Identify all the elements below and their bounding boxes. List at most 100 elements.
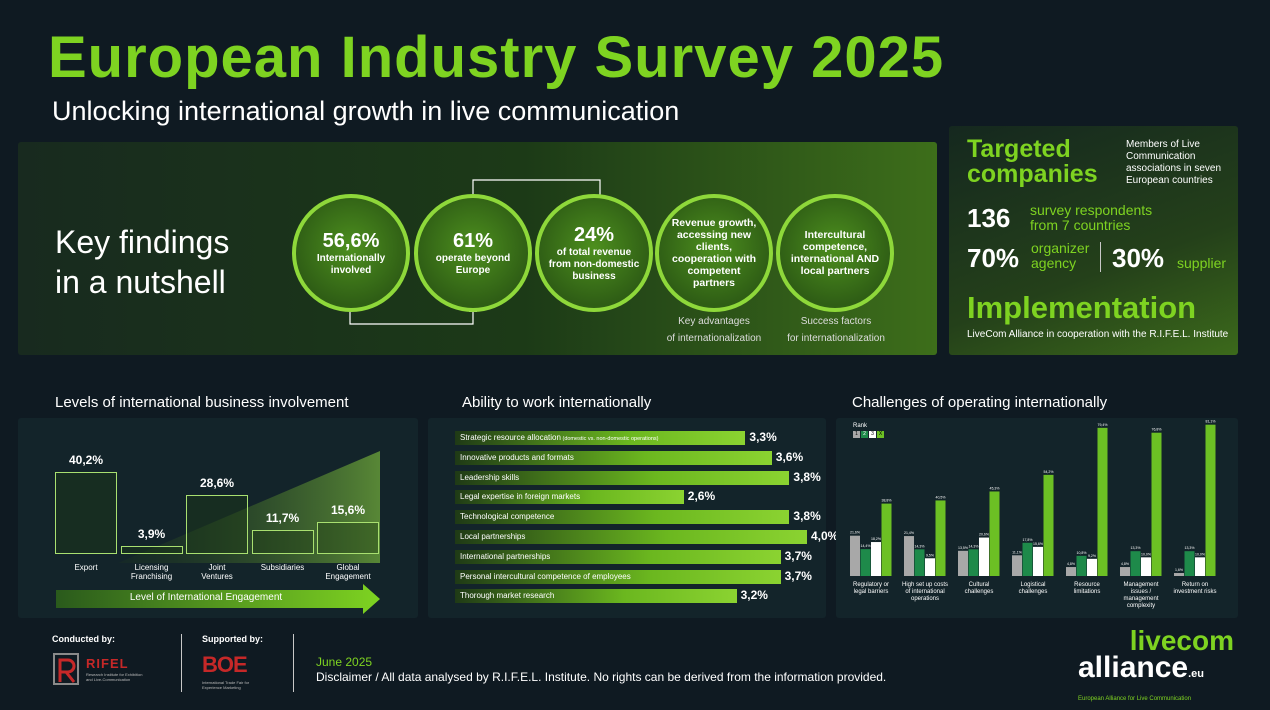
- challenge-category-label: limitations: [1074, 589, 1101, 595]
- challenge-category-label: of international: [905, 589, 944, 595]
- livecom-logo: livecom alliance.eu European Alliance fo…: [1078, 625, 1238, 703]
- finding-text: Revenue growth, accessing new clients, c…: [671, 217, 757, 289]
- logo-tld: .eu: [1188, 668, 1204, 680]
- challenge-value-label: 45,3%: [990, 486, 1000, 490]
- levels-value-label: 3,9%: [137, 527, 166, 541]
- challenge-bar: [914, 549, 925, 576]
- finding-text: Intercultural competence, international …: [790, 229, 880, 277]
- rank-legend: 1 2 3 X: [853, 431, 884, 438]
- finding-circle-beyond-europe: 61% operate beyond Europe: [414, 194, 532, 312]
- logo-livecom: livecom: [1129, 625, 1234, 656]
- finding-text: operate beyond Europe: [435, 252, 511, 276]
- organizer-line1: organizer: [1031, 240, 1090, 256]
- challenge-value-label: 21,4%: [904, 531, 914, 535]
- rank-key-1: 1: [853, 431, 860, 438]
- levels-category-label: Global Engagement: [325, 563, 371, 581]
- challenge-category-label: Regulatory or: [853, 582, 889, 588]
- challenge-value-label: 14,3%: [969, 544, 979, 548]
- rank-key-2: 2: [861, 431, 868, 438]
- challenge-value-label: 38,8%: [882, 499, 892, 503]
- challenge-value-label: 9,2%: [1088, 554, 1096, 558]
- levels-bar: [55, 471, 117, 554]
- challenge-bar: [935, 500, 946, 576]
- challenge-value-label: 20,6%: [979, 533, 989, 537]
- page-title: European Industry Survey 2025: [48, 25, 945, 90]
- caption-advantages: Key advantages of internationalization: [650, 313, 778, 347]
- ability-panel: [428, 418, 826, 618]
- organizer-text: organizer agency: [1031, 241, 1089, 271]
- respondents-text: survey respondents from 7 countries: [1030, 203, 1152, 233]
- challenge-value-label: 14,4%: [861, 544, 871, 548]
- rifel-logo: RIFEL Research Institute for Exhibition …: [52, 652, 142, 691]
- challenge-bar: [979, 537, 989, 576]
- levels-value-label: 15,6%: [330, 503, 366, 518]
- levels-bar: [251, 530, 314, 554]
- respondents-line2: from 7 countries: [1030, 217, 1131, 233]
- ability-title: Ability to work internationally: [462, 394, 652, 411]
- challenge-bar: [1141, 557, 1151, 576]
- challenge-bar: [1012, 555, 1022, 576]
- challenge-bar: [1066, 567, 1076, 576]
- targeted-heading: Targeted companies: [967, 137, 1098, 187]
- organizer-percent: 70%: [967, 243, 1020, 273]
- challenge-value-label: 21,6%: [850, 531, 860, 535]
- boe-name: BOE: [202, 652, 248, 677]
- rifel-sub: Research Institute for Exhibition and Li…: [86, 672, 143, 682]
- challenge-bar: [989, 491, 1000, 576]
- respondents-number: 136: [967, 203, 1011, 233]
- levels-value-label: 40,2%: [68, 452, 104, 467]
- finding-circle-advantages: Revenue growth, accessing new clients, c…: [655, 194, 773, 312]
- challenge-value-label: 4,8%: [1067, 562, 1075, 566]
- challenge-value-label: 76,8%: [1152, 428, 1162, 432]
- challenge-bar: [1174, 573, 1184, 576]
- levels-category-label: Licensing Franchising: [130, 563, 173, 581]
- challenge-category-label: Logistical: [1020, 582, 1045, 588]
- finding-value: 61%: [452, 229, 494, 252]
- challenge-category-label: challenges: [1019, 589, 1048, 595]
- levels-value-label: 28,6%: [199, 476, 235, 491]
- challenge-bar: [1097, 427, 1108, 576]
- challenge-category-label: Management: [1123, 582, 1158, 588]
- levels-category-label: Joint Ventures: [201, 563, 233, 581]
- boe-logo: BOE International Trade Fair for Experie…: [202, 652, 262, 690]
- finding-circle-success: Intercultural competence, international …: [776, 194, 894, 312]
- challenge-value-label: 13,3%: [1185, 546, 1195, 550]
- finding-text: Internationally involved: [316, 252, 386, 276]
- challenge-bar: [904, 536, 914, 576]
- challenge-bar: [1195, 557, 1205, 576]
- page-subtitle: Unlocking international growth in live c…: [52, 96, 680, 126]
- footer-disclaimer: Disclaimer / All data analysed by R.I.F.…: [316, 670, 887, 684]
- challenge-value-label: 10,0%: [1141, 552, 1151, 556]
- challenge-category-label: High set up costs: [902, 582, 948, 588]
- logo-alliance-row: alliance.eu: [1078, 653, 1238, 688]
- challenge-value-label: 13,5%: [958, 546, 968, 550]
- challenge-bar: [871, 542, 881, 576]
- footer-divider-1: [181, 634, 182, 692]
- footer-divider-2: [293, 634, 294, 692]
- levels-value-label: 11,7%: [265, 511, 300, 526]
- targeted-line1: Targeted: [967, 135, 1071, 163]
- levels-bar: [317, 522, 379, 554]
- challenge-value-label: 4,8%: [1121, 562, 1129, 566]
- challenge-bar: [925, 558, 935, 576]
- targeted-panel: [949, 126, 1238, 355]
- challenge-category-label: Resource: [1074, 582, 1100, 588]
- challenge-bar: [1043, 474, 1054, 576]
- implementation-text: LiveCom Alliance in cooperation with the…: [967, 329, 1229, 340]
- challenge-bar: [968, 549, 979, 576]
- key-findings-line2: in a nutshell: [55, 264, 226, 300]
- levels-bar: [186, 495, 248, 554]
- challenge-value-label: 54,2%: [1044, 470, 1054, 474]
- challenge-value-label: 10,0%: [1195, 552, 1205, 556]
- challenge-bar: [860, 549, 871, 576]
- targeted-line2: companies: [967, 160, 1098, 188]
- levels-title: Levels of international business involve…: [55, 394, 349, 411]
- challenge-value-label: 9,5%: [926, 553, 934, 557]
- challenge-value-label: 40,5%: [936, 495, 946, 499]
- organizer-line2: agency: [1031, 255, 1077, 271]
- implementation-heading: Implementation: [967, 290, 1197, 325]
- challenge-bar: [1151, 432, 1162, 576]
- challenge-value-label: 13,3%: [1131, 546, 1141, 550]
- challenge-bar: [850, 535, 860, 576]
- footer-date: June 2025: [316, 655, 373, 669]
